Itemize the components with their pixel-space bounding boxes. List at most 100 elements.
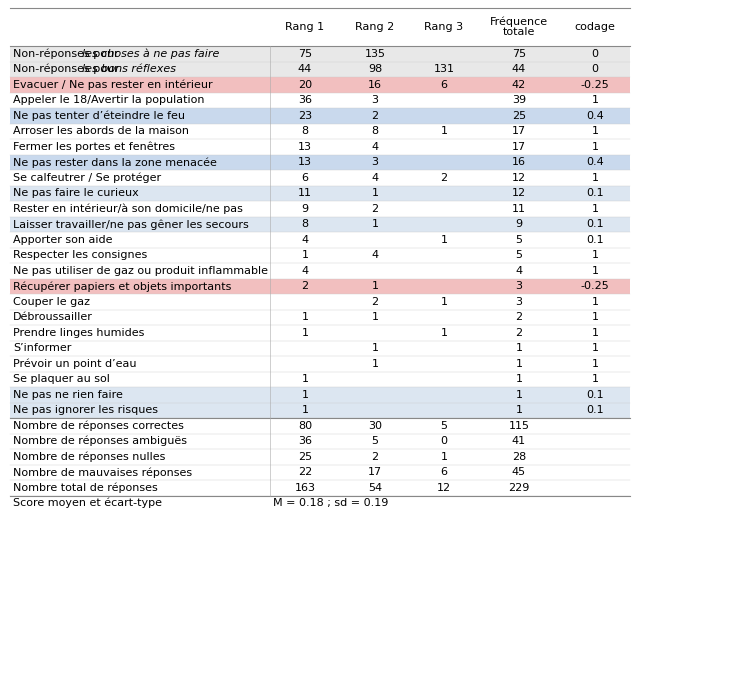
Text: Non-réponses pour: Non-réponses pour	[13, 49, 122, 59]
Text: 1: 1	[591, 204, 598, 214]
Text: 6: 6	[440, 80, 447, 90]
Text: Nombre de réponses nulles: Nombre de réponses nulles	[13, 451, 165, 462]
Text: 8: 8	[301, 220, 309, 229]
Text: Nombre de réponses correctes: Nombre de réponses correctes	[13, 421, 184, 431]
Text: 17: 17	[512, 126, 526, 137]
Text: 3: 3	[371, 157, 379, 167]
Text: 28: 28	[512, 452, 526, 462]
Text: 1: 1	[371, 312, 379, 322]
Bar	[10, 154, 630, 170]
Text: 36: 36	[298, 436, 312, 447]
Text: 1: 1	[591, 343, 598, 353]
Text: Evacuer / Ne pas rester en intérieur: Evacuer / Ne pas rester en intérieur	[13, 80, 213, 90]
Text: 8: 8	[371, 126, 379, 137]
Text: Arroser les abords de la maison: Arroser les abords de la maison	[13, 126, 189, 137]
Text: 1: 1	[440, 452, 447, 462]
Text: 2: 2	[371, 110, 379, 121]
Text: 42: 42	[512, 80, 526, 90]
Text: 1: 1	[371, 281, 379, 292]
Text: 1: 1	[591, 328, 598, 338]
Text: 44: 44	[298, 64, 312, 74]
Text: 5: 5	[516, 250, 522, 260]
Text: 20: 20	[298, 80, 312, 90]
Text: Rester en intérieur/à son domicile/ne pas: Rester en intérieur/à son domicile/ne pa…	[13, 204, 243, 214]
Text: 13: 13	[298, 142, 312, 152]
Text: 0.1: 0.1	[586, 390, 604, 400]
Text: 1: 1	[301, 312, 309, 322]
Text: 1: 1	[591, 375, 598, 384]
Bar	[10, 279, 630, 294]
Text: 3: 3	[371, 95, 379, 105]
Bar	[10, 263, 630, 279]
Text: Non-réponses pour: Non-réponses pour	[13, 64, 122, 75]
Text: 5: 5	[516, 235, 522, 245]
Text: 1: 1	[516, 359, 522, 369]
Text: 11: 11	[512, 204, 526, 214]
Text: 1: 1	[516, 405, 522, 415]
Text: 1: 1	[301, 375, 309, 384]
Text: 2: 2	[516, 312, 522, 322]
Text: codage: codage	[574, 22, 615, 32]
Bar	[10, 185, 630, 201]
Text: 8: 8	[301, 126, 309, 137]
Text: 0.4: 0.4	[586, 110, 604, 121]
Text: 4: 4	[371, 173, 379, 182]
Text: 0.4: 0.4	[586, 157, 604, 167]
Bar	[10, 248, 630, 263]
Text: 11: 11	[298, 188, 312, 198]
Text: Fréquence: Fréquence	[490, 16, 548, 27]
Text: 23: 23	[298, 110, 312, 121]
Text: 22: 22	[298, 467, 312, 477]
Text: Nombre de mauvaises réponses: Nombre de mauvaises réponses	[13, 467, 192, 477]
Text: 0: 0	[440, 436, 447, 447]
Text: 98: 98	[368, 64, 382, 74]
Bar	[10, 403, 630, 418]
Text: 41: 41	[512, 436, 526, 447]
Text: 2: 2	[440, 173, 448, 182]
Text: Nombre total de réponses: Nombre total de réponses	[13, 482, 158, 493]
Text: Nombre de réponses ambiguës: Nombre de réponses ambiguës	[13, 436, 187, 447]
Text: 4: 4	[301, 235, 309, 245]
Bar	[10, 434, 630, 449]
Text: 12: 12	[512, 173, 526, 182]
Text: Ne pas rester dans la zone menacée: Ne pas rester dans la zone menacée	[13, 157, 217, 167]
Text: 1: 1	[301, 405, 309, 415]
Text: 2: 2	[516, 328, 522, 338]
Bar	[10, 449, 630, 464]
Text: 0: 0	[591, 64, 598, 74]
Text: 1: 1	[371, 188, 379, 198]
Text: 1: 1	[440, 297, 447, 307]
Text: 1: 1	[591, 265, 598, 276]
Text: Se plaquer au sol: Se plaquer au sol	[13, 375, 110, 384]
Text: 3: 3	[516, 297, 522, 307]
Bar	[10, 480, 630, 495]
Text: -0.25: -0.25	[580, 80, 609, 90]
Text: Rang 3: Rang 3	[424, 22, 464, 32]
Bar	[10, 93, 630, 108]
Text: Récupérer papiers et objets importants: Récupérer papiers et objets importants	[13, 281, 231, 292]
Bar	[10, 387, 630, 403]
Text: Fermer les portes et fenêtres: Fermer les portes et fenêtres	[13, 141, 175, 152]
Text: 44: 44	[512, 64, 526, 74]
Text: 2: 2	[371, 297, 379, 307]
Text: 2: 2	[301, 281, 309, 292]
Text: 1: 1	[371, 220, 379, 229]
Text: 30: 30	[368, 421, 382, 431]
Text: 163: 163	[295, 483, 315, 493]
Text: 12: 12	[437, 483, 451, 493]
Text: Apporter son aide: Apporter son aide	[13, 235, 112, 245]
Bar	[10, 139, 630, 154]
Text: 13: 13	[298, 157, 312, 167]
Text: 6: 6	[301, 173, 309, 182]
Text: 75: 75	[298, 49, 312, 59]
Bar	[10, 170, 630, 185]
Text: M = 0.18 ; sd = 0.19: M = 0.18 ; sd = 0.19	[273, 498, 388, 508]
Text: 1: 1	[301, 250, 309, 260]
Text: 5: 5	[440, 421, 447, 431]
Text: Se calfeutrer / Se protéger: Se calfeutrer / Se protéger	[13, 172, 161, 183]
Text: 1: 1	[301, 390, 309, 400]
Text: Appeler le 18/Avertir la population: Appeler le 18/Avertir la population	[13, 95, 205, 105]
Text: 0.1: 0.1	[586, 235, 604, 245]
Text: 2: 2	[371, 204, 379, 214]
Text: 1: 1	[591, 312, 598, 322]
